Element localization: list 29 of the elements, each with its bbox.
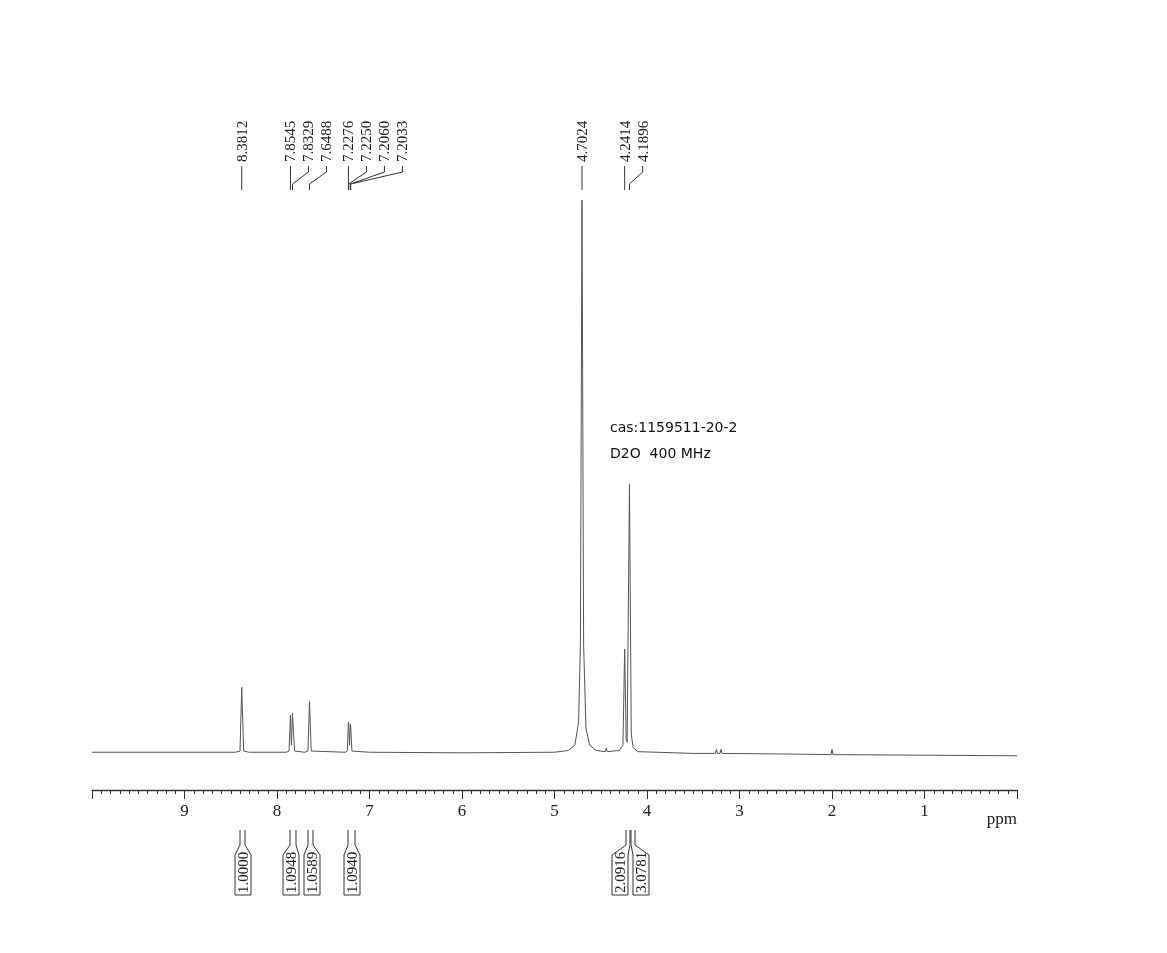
x-tick-label: 1 — [920, 801, 929, 820]
x-tick-label: 6 — [457, 801, 467, 820]
annotation: 4.2414 — [616, 120, 633, 162]
x-axis-title: ppm — [986, 808, 1017, 828]
x-tick-label: 3 — [735, 801, 744, 820]
annotation: 4.1896 — [634, 120, 651, 162]
annotation: 7.8329 — [300, 120, 317, 162]
annotation: 7.2276 — [340, 120, 357, 162]
annotation: 7.2250 — [358, 120, 375, 162]
x-tick-label: 7 — [365, 801, 375, 820]
annotation: 7.8545 — [282, 120, 299, 162]
annotation: cas:1159511-20-2 — [610, 419, 738, 435]
annotation: 4.7024 — [574, 120, 591, 162]
text: 2.0916 — [612, 851, 628, 893]
annotation: D2O 400 MHz — [610, 445, 711, 461]
x-tick-label: 4 — [642, 801, 652, 820]
annotation: 8.3812 — [233, 120, 250, 162]
x-tick-label: 9 — [180, 801, 189, 820]
text: 1.0589 — [304, 851, 320, 893]
annotation: 7.2033 — [394, 120, 411, 162]
x-tick-label: 2 — [827, 801, 837, 820]
text: 3.0781 — [633, 851, 649, 893]
x-tick-label: 8 — [272, 801, 282, 820]
text: 1.0000 — [235, 851, 251, 893]
x-tick-label: 5 — [550, 801, 559, 820]
annotation: 7.6488 — [318, 120, 335, 162]
text: 1.0940 — [344, 851, 360, 893]
annotation: 7.2060 — [376, 120, 393, 162]
text: 1.0948 — [283, 851, 299, 893]
